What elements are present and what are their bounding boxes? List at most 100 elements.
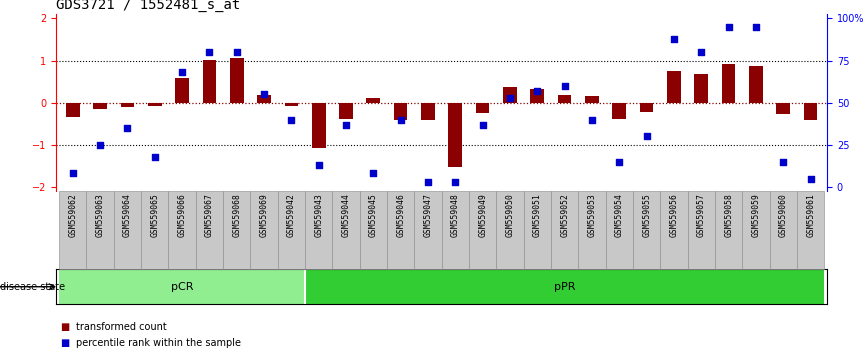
Point <box>449 179 462 185</box>
Text: GSM559055: GSM559055 <box>643 194 651 238</box>
Text: GSM559062: GSM559062 <box>68 194 77 238</box>
Text: GSM559047: GSM559047 <box>423 194 432 238</box>
Text: transformed count: transformed count <box>76 322 167 332</box>
Text: GSM559063: GSM559063 <box>95 194 105 238</box>
Point <box>558 83 572 88</box>
Bar <box>168 191 196 269</box>
Bar <box>305 269 824 304</box>
Point <box>339 122 353 127</box>
Text: GSM559045: GSM559045 <box>369 194 378 238</box>
Bar <box>688 191 715 269</box>
Bar <box>94 103 107 109</box>
Text: GSM559044: GSM559044 <box>341 194 351 238</box>
Bar <box>59 269 305 304</box>
Text: GSM559067: GSM559067 <box>205 194 214 238</box>
Text: GSM559052: GSM559052 <box>560 194 569 238</box>
Bar <box>475 103 489 113</box>
Bar <box>366 98 380 103</box>
Bar <box>742 191 770 269</box>
Text: GSM559058: GSM559058 <box>724 194 734 238</box>
Text: GSM559066: GSM559066 <box>178 194 186 238</box>
Bar <box>421 103 435 120</box>
Bar <box>229 58 243 103</box>
Text: GSM559050: GSM559050 <box>506 194 514 238</box>
Point <box>721 24 735 30</box>
Text: GSM559061: GSM559061 <box>806 194 815 238</box>
Bar <box>797 191 824 269</box>
Bar <box>278 191 305 269</box>
Bar <box>804 103 818 120</box>
Point <box>203 49 216 55</box>
Text: GSM559051: GSM559051 <box>533 194 542 238</box>
Bar <box>305 191 333 269</box>
Text: GSM559069: GSM559069 <box>260 194 268 238</box>
Text: GSM559068: GSM559068 <box>232 194 241 238</box>
Bar <box>223 191 250 269</box>
Text: ■: ■ <box>61 338 73 348</box>
Bar <box>749 65 763 103</box>
Point <box>667 36 681 41</box>
Bar <box>175 78 189 103</box>
Text: pPR: pPR <box>554 282 575 292</box>
Point <box>229 49 243 55</box>
Text: GSM559059: GSM559059 <box>752 194 760 238</box>
Bar <box>605 191 633 269</box>
Bar <box>558 95 572 103</box>
Point <box>394 117 408 122</box>
Bar <box>503 87 517 103</box>
Text: GSM559046: GSM559046 <box>396 194 405 238</box>
Point <box>804 176 818 181</box>
Point <box>475 122 489 127</box>
Point <box>148 154 162 159</box>
Point <box>640 133 654 139</box>
Bar <box>721 64 735 103</box>
Text: disease state: disease state <box>0 282 65 292</box>
Bar <box>695 74 708 103</box>
Point <box>503 95 517 101</box>
Point <box>366 171 380 176</box>
Bar <box>585 96 598 103</box>
Bar <box>359 191 387 269</box>
Text: GSM559057: GSM559057 <box>697 194 706 238</box>
Bar <box>715 191 742 269</box>
Bar <box>333 191 359 269</box>
Bar <box>612 103 626 119</box>
Bar <box>257 95 271 103</box>
Point <box>777 159 791 165</box>
Point <box>749 24 763 30</box>
Bar <box>59 191 87 269</box>
Bar <box>285 103 298 106</box>
Text: GDS3721 / 1552481_s_at: GDS3721 / 1552481_s_at <box>56 0 241 12</box>
Text: GSM559054: GSM559054 <box>615 194 624 238</box>
Bar <box>141 191 168 269</box>
Bar <box>394 103 408 120</box>
Bar <box>196 191 223 269</box>
Bar <box>524 191 551 269</box>
Bar <box>414 191 442 269</box>
Text: GSM559065: GSM559065 <box>150 194 159 238</box>
Point <box>612 159 626 165</box>
Bar <box>660 191 688 269</box>
Point <box>695 49 708 55</box>
Bar <box>250 191 278 269</box>
Bar <box>312 103 326 148</box>
Point <box>175 69 189 75</box>
Bar <box>148 103 162 106</box>
Point <box>284 117 298 122</box>
Text: GSM559043: GSM559043 <box>314 194 323 238</box>
Text: GSM559048: GSM559048 <box>451 194 460 238</box>
Bar <box>633 191 660 269</box>
Bar <box>449 103 462 167</box>
Point <box>312 162 326 168</box>
Bar <box>770 191 797 269</box>
Text: pCR: pCR <box>171 282 193 292</box>
Bar <box>442 191 469 269</box>
Text: GSM559060: GSM559060 <box>779 194 788 238</box>
Bar <box>469 191 496 269</box>
Bar <box>551 191 578 269</box>
Bar <box>120 103 134 107</box>
Bar <box>496 191 524 269</box>
Bar <box>387 191 414 269</box>
Bar <box>339 103 352 119</box>
Text: GSM559053: GSM559053 <box>587 194 597 238</box>
